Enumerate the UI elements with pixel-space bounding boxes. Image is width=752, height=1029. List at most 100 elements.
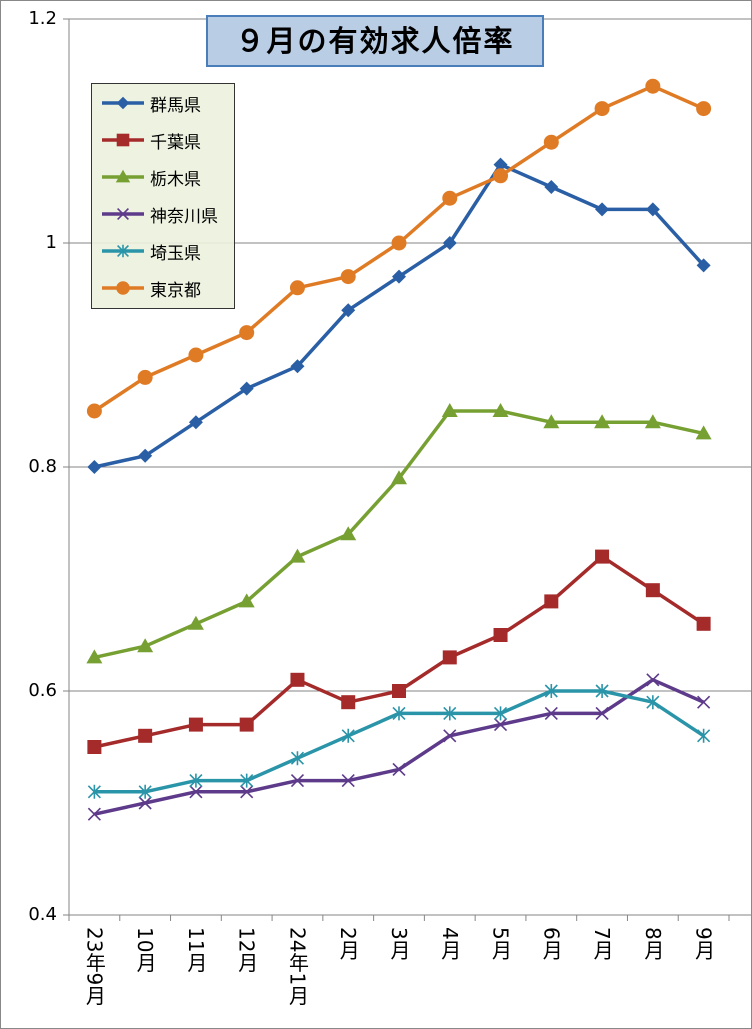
data-point: [340, 526, 357, 541]
data-point: [392, 269, 406, 284]
data-point: [493, 157, 508, 172]
legend-item: 神奈川県: [100, 199, 218, 229]
data-point: [441, 403, 458, 417]
legend-marker: [116, 281, 130, 295]
data-point: [391, 235, 407, 251]
marker-stroke: [189, 785, 203, 799]
data-point: [238, 593, 255, 608]
x-tick-label: 4月: [437, 927, 462, 960]
data-point: [239, 381, 254, 396]
data-point: [696, 101, 712, 117]
data-point: [645, 583, 660, 598]
marker-stroke: [117, 244, 129, 258]
series-2: [86, 403, 712, 664]
data-point: [240, 773, 254, 788]
data-point: [239, 717, 254, 732]
x-tick-label: 12月: [234, 927, 259, 973]
data-point: [138, 448, 153, 463]
data-point: [644, 414, 661, 429]
data-point: [391, 470, 407, 485]
series-line: [94, 409, 704, 660]
data-point: [443, 729, 457, 743]
y-tick-label: 0.4: [28, 904, 57, 925]
legend-label: 埼玉県: [150, 243, 201, 264]
data-point: [543, 134, 559, 150]
data-point: [443, 706, 457, 721]
data-point: [240, 785, 254, 799]
y-tick-label: 0.6: [28, 680, 57, 701]
data-point: [341, 303, 356, 318]
legend-swatch-icon: [102, 208, 144, 220]
legend-marker: [116, 133, 130, 147]
data-point: [646, 673, 660, 687]
data-point: [138, 796, 152, 810]
data-point: [341, 695, 356, 710]
marker-stroke: [697, 728, 711, 743]
data-point: [645, 202, 660, 217]
data-point: [290, 774, 305, 788]
x-tick-label: 2月: [336, 927, 361, 960]
data-point: [595, 202, 610, 217]
y-tick-label: 1.2: [28, 8, 57, 29]
x-tick-label: 23年9月: [82, 927, 107, 1006]
data-point: [87, 740, 102, 754]
x-tick-label: 3月: [387, 927, 411, 960]
data-point: [696, 258, 711, 273]
data-point: [138, 728, 153, 743]
data-point: [493, 628, 508, 642]
marker-stroke: [87, 784, 101, 799]
legend-item: 千葉県: [100, 125, 201, 155]
legend-label: 栃木県: [150, 169, 201, 190]
data-point: [189, 785, 203, 799]
legend-item: 埼玉県: [100, 236, 201, 266]
data-point: [341, 728, 355, 743]
y-tick-label: 1: [45, 232, 57, 253]
x-tick-label: 6月: [539, 927, 564, 960]
chart-title: ９月の有効求人倍率: [206, 15, 544, 67]
marker-stroke: [290, 751, 305, 766]
data-point: [544, 180, 559, 194]
legend-marker: [116, 96, 130, 110]
data-point: [87, 807, 101, 821]
series-0: [87, 157, 711, 474]
marker-stroke: [240, 773, 254, 788]
data-point: [289, 280, 305, 296]
marker-stroke: [646, 673, 660, 687]
legend-swatch-icon: [102, 281, 144, 295]
data-point: [341, 774, 355, 788]
data-point: [392, 762, 406, 776]
marker-stroke: [290, 774, 305, 788]
data-point: [442, 190, 458, 206]
legend-swatch-icon: [102, 133, 144, 147]
marker-stroke: [697, 695, 711, 709]
data-point: [595, 684, 609, 698]
marker-stroke: [392, 762, 406, 776]
data-point: [543, 414, 560, 429]
marker-stroke: [392, 706, 406, 721]
data-point: [188, 347, 204, 363]
data-point: [493, 168, 509, 184]
data-point: [340, 269, 356, 285]
data-point: [87, 460, 102, 474]
x-tick-label: 10月: [133, 927, 158, 973]
marker-stroke: [443, 706, 457, 721]
legend-label: 群馬県: [150, 95, 201, 116]
series-line: [94, 678, 705, 816]
legend-marker: [117, 208, 129, 220]
marker-stroke: [138, 784, 152, 799]
legend-item: 群馬県: [100, 88, 201, 118]
data-point: [442, 236, 457, 250]
data-point: [290, 672, 305, 687]
x-tick-label: 11月: [183, 927, 208, 973]
data-point: [697, 695, 711, 709]
data-point: [594, 414, 611, 429]
marker-stroke: [493, 706, 508, 721]
legend-label: 東京都: [150, 280, 201, 301]
data-point: [86, 649, 103, 664]
marker-stroke: [443, 729, 457, 743]
data-point: [188, 415, 203, 430]
data-point: [544, 684, 558, 698]
data-point: [289, 548, 306, 563]
marker-stroke: [240, 785, 254, 799]
